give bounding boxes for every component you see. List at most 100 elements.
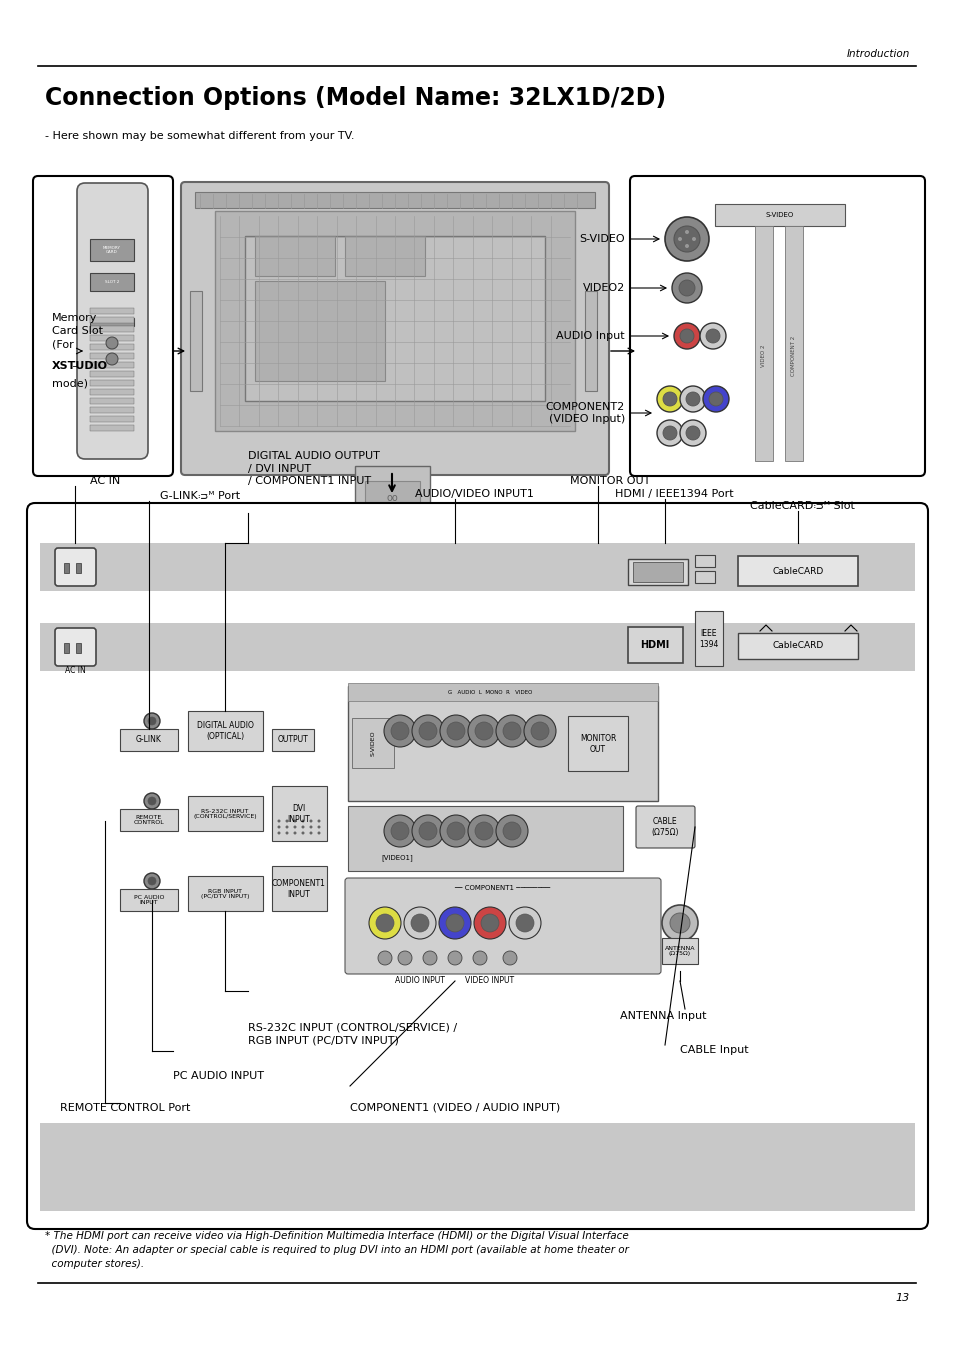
- Circle shape: [502, 951, 517, 965]
- Text: RGB INPUT
(PC/DTV INPUT): RGB INPUT (PC/DTV INPUT): [200, 889, 249, 900]
- Bar: [345, 236, 424, 276]
- Bar: [738, 557, 857, 586]
- Text: MONITOR
OUT: MONITOR OUT: [579, 735, 616, 754]
- Bar: [90, 326, 133, 332]
- Bar: [40, 543, 914, 590]
- Bar: [254, 281, 385, 381]
- Bar: [627, 627, 682, 663]
- Circle shape: [678, 236, 681, 240]
- Bar: [754, 226, 772, 461]
- Text: AC IN: AC IN: [65, 666, 85, 676]
- Text: –: –: [69, 361, 78, 372]
- Bar: [90, 353, 133, 359]
- Circle shape: [502, 821, 520, 840]
- Bar: [365, 481, 419, 516]
- Text: AUDIO INPUT: AUDIO INPUT: [395, 975, 444, 985]
- Bar: [90, 335, 133, 340]
- Bar: [120, 730, 178, 751]
- Circle shape: [403, 907, 436, 939]
- Circle shape: [685, 392, 700, 407]
- Text: AC IN: AC IN: [90, 476, 120, 486]
- Circle shape: [685, 426, 700, 440]
- Circle shape: [411, 915, 429, 932]
- Circle shape: [377, 951, 392, 965]
- Text: Connection Options (Model Name: 32LX1D/2D): Connection Options (Model Name: 32LX1D/2…: [45, 86, 665, 109]
- Bar: [272, 786, 327, 842]
- Text: ── COMPONENT1 ────────: ── COMPONENT1 ────────: [454, 885, 550, 892]
- Circle shape: [144, 793, 160, 809]
- Circle shape: [317, 831, 320, 835]
- Circle shape: [447, 821, 464, 840]
- Bar: [188, 711, 263, 751]
- Circle shape: [502, 721, 520, 740]
- FancyBboxPatch shape: [181, 182, 608, 476]
- Circle shape: [496, 815, 527, 847]
- Text: VIDEO2: VIDEO2: [582, 282, 624, 293]
- Text: OUTPUT: OUTPUT: [277, 735, 308, 744]
- Bar: [90, 426, 133, 431]
- Circle shape: [662, 392, 677, 407]
- Bar: [348, 684, 658, 701]
- Bar: [64, 563, 69, 573]
- Circle shape: [516, 915, 534, 932]
- Text: MEMORY
CARD: MEMORY CARD: [103, 246, 121, 254]
- Circle shape: [661, 905, 698, 942]
- Circle shape: [422, 951, 436, 965]
- Bar: [90, 317, 133, 323]
- Circle shape: [369, 907, 400, 939]
- Bar: [272, 866, 327, 911]
- Text: IEEE
1394: IEEE 1394: [699, 630, 718, 648]
- Text: HDMI / IEEE1394 Port: HDMI / IEEE1394 Port: [615, 489, 733, 499]
- Circle shape: [523, 715, 556, 747]
- Circle shape: [439, 715, 472, 747]
- Bar: [584, 290, 597, 390]
- Text: * The HDMI port can receive video via High-Definition Multimedia Interface (HDMI: * The HDMI port can receive video via Hi…: [45, 1231, 628, 1269]
- Text: CABLE
(Ω75Ω): CABLE (Ω75Ω): [651, 817, 678, 836]
- Bar: [64, 643, 69, 653]
- Text: G-LINKᴞᴹ Port: G-LINKᴞᴹ Port: [160, 490, 240, 501]
- Circle shape: [294, 825, 296, 828]
- Circle shape: [673, 226, 700, 253]
- Circle shape: [384, 715, 416, 747]
- Bar: [190, 290, 202, 390]
- Bar: [254, 236, 335, 276]
- FancyBboxPatch shape: [636, 807, 695, 848]
- Circle shape: [468, 815, 499, 847]
- Circle shape: [702, 386, 728, 412]
- Circle shape: [301, 831, 304, 835]
- Circle shape: [148, 797, 156, 805]
- Circle shape: [384, 815, 416, 847]
- Circle shape: [277, 820, 280, 823]
- Bar: [214, 211, 575, 431]
- Bar: [188, 796, 263, 831]
- Bar: [272, 730, 314, 751]
- Circle shape: [375, 915, 394, 932]
- Bar: [76, 563, 81, 573]
- Circle shape: [309, 831, 313, 835]
- Circle shape: [277, 825, 280, 828]
- Circle shape: [418, 721, 436, 740]
- Circle shape: [679, 330, 693, 343]
- Bar: [90, 380, 133, 386]
- FancyBboxPatch shape: [345, 878, 660, 974]
- Bar: [567, 716, 627, 771]
- Circle shape: [418, 821, 436, 840]
- Bar: [76, 643, 81, 653]
- Circle shape: [148, 877, 156, 885]
- Text: PC AUDIO INPUT: PC AUDIO INPUT: [172, 1071, 264, 1081]
- Bar: [120, 809, 178, 831]
- Circle shape: [412, 715, 443, 747]
- Bar: [714, 204, 844, 226]
- Circle shape: [448, 951, 461, 965]
- Text: [VIDEO1]: [VIDEO1]: [381, 854, 413, 861]
- Circle shape: [391, 721, 409, 740]
- Bar: [695, 555, 714, 567]
- Circle shape: [705, 330, 720, 343]
- Circle shape: [474, 907, 505, 939]
- Circle shape: [480, 915, 498, 932]
- Text: DVI
INPUT: DVI INPUT: [287, 804, 310, 824]
- Bar: [90, 362, 133, 367]
- FancyBboxPatch shape: [27, 503, 927, 1229]
- FancyBboxPatch shape: [77, 182, 148, 459]
- Circle shape: [679, 280, 695, 296]
